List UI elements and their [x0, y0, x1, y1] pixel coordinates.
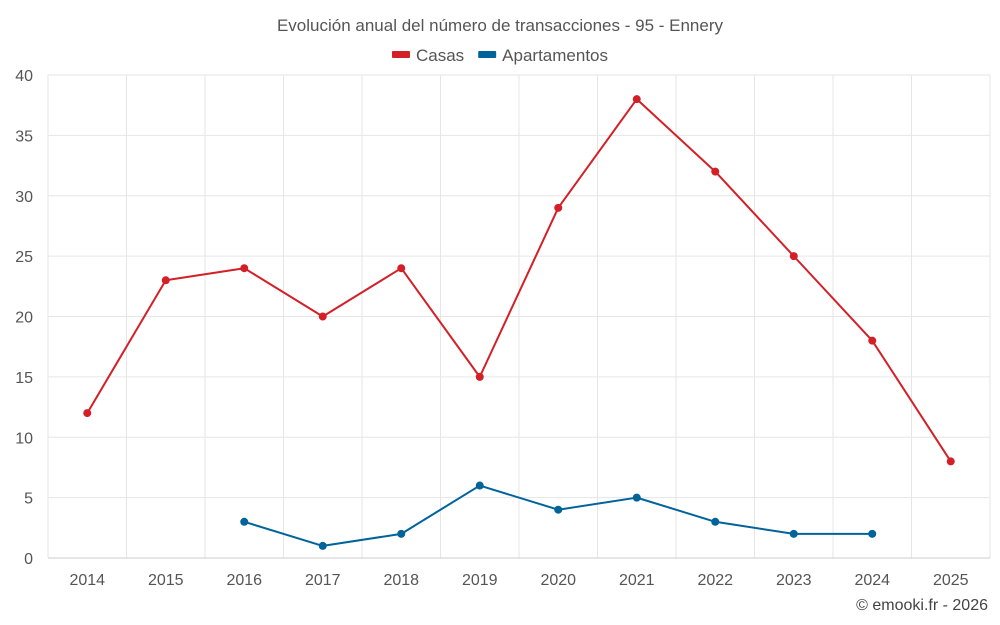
grid: [47, 74, 991, 559]
data-point-apartamentos[interactable]: [868, 529, 877, 538]
credit-text: © emooki.fr - 2026: [856, 597, 988, 614]
data-point-apartamentos[interactable]: [789, 529, 798, 538]
x-tick-label: 2021: [619, 572, 655, 589]
data-point-casas[interactable]: [161, 276, 170, 285]
y-tick-label: 30: [15, 189, 33, 206]
y-tick-label: 5: [24, 491, 33, 508]
data-point-casas[interactable]: [946, 457, 955, 466]
data-point-casas[interactable]: [632, 95, 641, 104]
legend-swatch: [391, 51, 410, 58]
y-axis: 0 5 10 15 20 25 30 35 40: [15, 68, 33, 568]
x-tick-label: 2023: [776, 572, 812, 589]
data-point-apartamentos[interactable]: [397, 529, 406, 538]
data-point-apartamentos[interactable]: [318, 541, 327, 550]
x-tick-label: 2024: [854, 572, 890, 589]
x-tick-label: 2014: [69, 572, 105, 589]
data-point-apartamentos[interactable]: [240, 517, 249, 526]
data-point-apartamentos[interactable]: [475, 481, 484, 490]
data-point-apartamentos[interactable]: [632, 493, 641, 502]
x-axis: 2014 2015 2016 2017 2018 2019 2020 2021 2022 2023…: [69, 572, 968, 589]
series-layer: [83, 95, 955, 550]
series-line-casas: [86, 98, 952, 462]
x-tick-label: 2016: [226, 572, 262, 589]
data-point-casas[interactable]: [83, 409, 92, 418]
legend-swatch: [478, 51, 497, 58]
y-tick-label: 20: [15, 310, 33, 327]
data-point-casas[interactable]: [318, 312, 327, 321]
data-point-apartamentos[interactable]: [554, 505, 563, 514]
legend: Casas Apartamentos: [391, 46, 608, 65]
data-point-casas[interactable]: [711, 167, 720, 176]
data-point-apartamentos[interactable]: [711, 517, 720, 526]
x-tick-label: 2022: [697, 572, 733, 589]
legend-label: Apartamentos: [502, 46, 608, 65]
y-tick-label: 15: [15, 370, 33, 387]
series-line-apartamentos: [243, 484, 873, 547]
data-point-casas[interactable]: [397, 264, 406, 273]
x-tick-label: 2015: [148, 572, 184, 589]
legend-label: Casas: [416, 46, 464, 65]
data-point-casas[interactable]: [475, 372, 484, 381]
x-tick-label: 2020: [540, 572, 576, 589]
x-tick-label: 2018: [383, 572, 419, 589]
legend-item-casas[interactable]: Casas: [391, 46, 464, 65]
data-point-casas[interactable]: [789, 252, 798, 261]
y-tick-label: 0: [24, 551, 33, 568]
x-tick-label: 2025: [933, 572, 969, 589]
x-tick-label: 2017: [305, 572, 341, 589]
data-point-casas[interactable]: [868, 336, 877, 345]
data-point-casas[interactable]: [554, 203, 563, 212]
legend-item-apartamentos[interactable]: Apartamentos: [478, 46, 608, 65]
y-tick-label: 10: [15, 430, 33, 447]
y-tick-label: 25: [15, 249, 33, 266]
x-tick-label: 2019: [462, 572, 498, 589]
y-tick-label: 40: [15, 68, 33, 85]
chart-title: Evolución anual del número de transaccio…: [277, 16, 724, 35]
y-tick-label: 35: [15, 128, 33, 145]
data-point-casas[interactable]: [240, 264, 249, 273]
